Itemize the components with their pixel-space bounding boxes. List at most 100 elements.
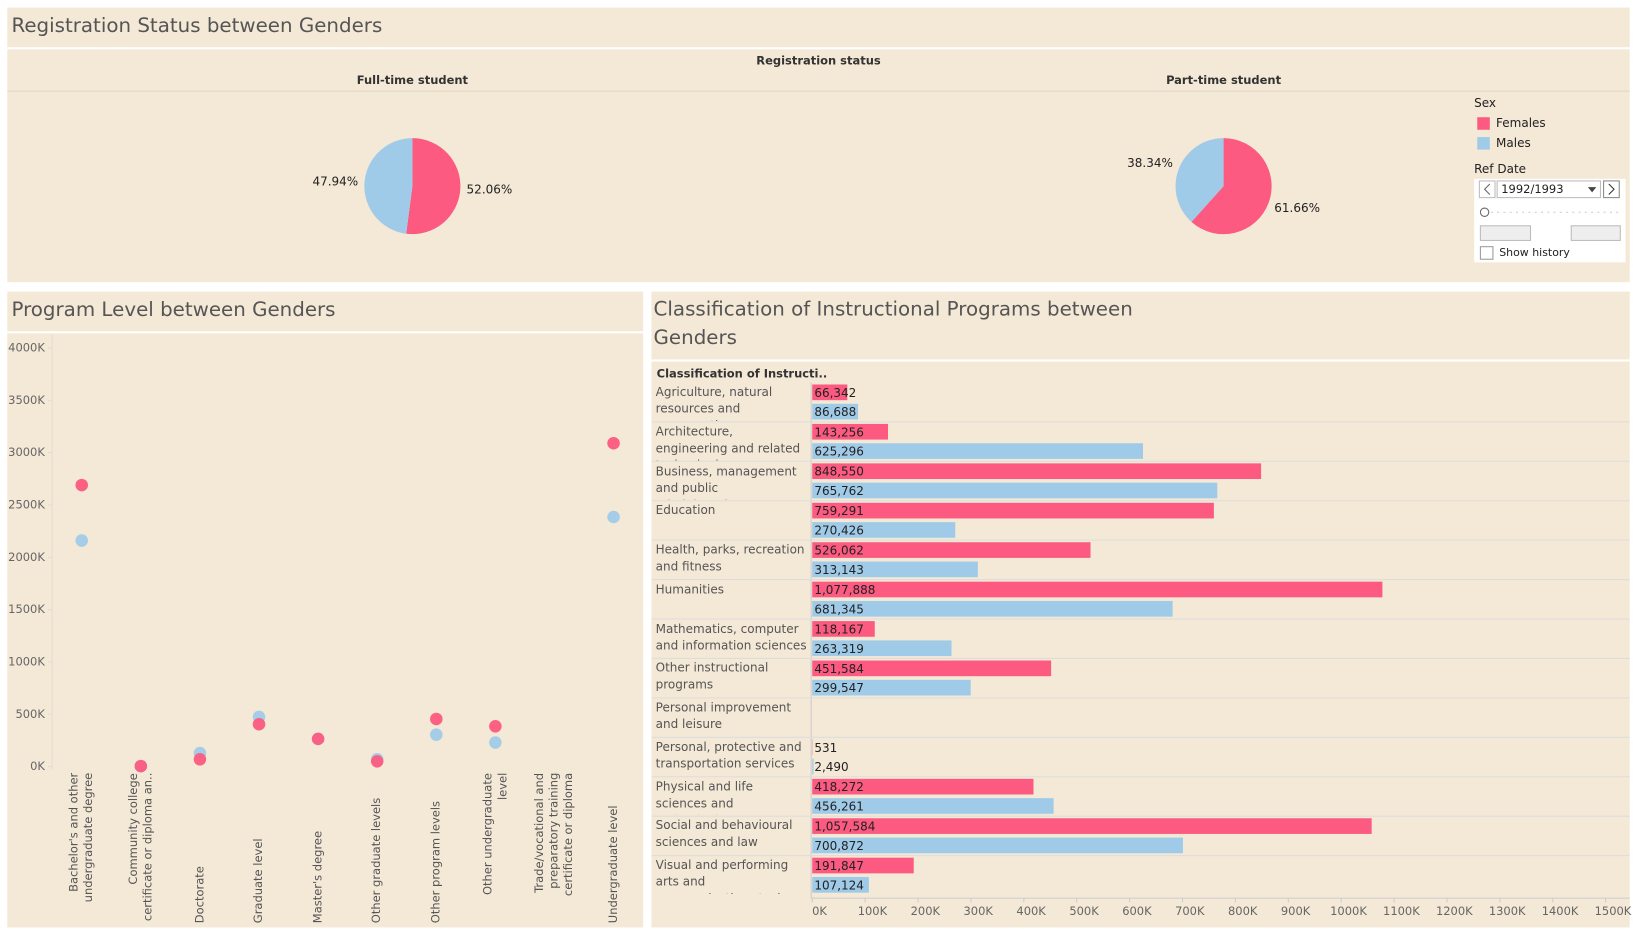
bar: [812, 423, 889, 440]
dropdown-icon: [1587, 187, 1597, 193]
data-label: 61.66%: [1274, 201, 1320, 215]
x-tick-label-box: Undergraduate level: [606, 805, 620, 923]
x-tick-label: 1300K: [1489, 904, 1526, 918]
y-tick-label: 4000K: [8, 340, 45, 354]
bar: [812, 482, 1218, 499]
column-header: Classification of Instructi..: [657, 367, 828, 381]
category-label: Personal, protective and transportation …: [655, 739, 802, 771]
prev-button[interactable]: [1478, 180, 1496, 199]
prev-icon: [1483, 183, 1491, 195]
checkbox[interactable]: [1479, 246, 1494, 260]
bar: [812, 384, 848, 401]
bar: [812, 758, 814, 775]
category-label: Architecture, engineering and related te…: [655, 423, 801, 460]
data-label: 2,490: [814, 760, 848, 774]
category-label-box: Visual and performing arts and communica…: [656, 858, 793, 894]
category-label-box: Humanities: [655, 581, 724, 597]
panel: [7, 291, 644, 928]
bar: [812, 542, 1091, 558]
legend-title: Sex: [1474, 96, 1496, 110]
category-label: Other instructional programs: [655, 660, 769, 692]
bar: [812, 798, 1054, 814]
category-label-box: Education: [655, 502, 716, 518]
legend-swatch: [1477, 137, 1490, 150]
bar: [812, 443, 1143, 459]
data-label: 848,550: [814, 465, 864, 479]
data-label: 66,342: [814, 386, 856, 400]
bar: [812, 621, 875, 637]
x-tick-label: Graduate level: [251, 838, 266, 924]
bar: [812, 600, 1173, 617]
dot: [75, 534, 89, 547]
dot: [193, 753, 207, 766]
filter-value: 1992/1993: [1501, 182, 1563, 196]
bar: [812, 660, 1052, 677]
x-tick-label: 700K: [1175, 904, 1205, 918]
next-button[interactable]: [1603, 180, 1620, 199]
category-label-box: Social and behavioural sciences and law: [655, 818, 793, 850]
category-label: Business, management and public administ…: [655, 463, 797, 499]
bar: [812, 837, 1183, 854]
y-tick-label: 500K: [15, 707, 45, 721]
next-icon: [1608, 183, 1615, 195]
y-tick-label: 3500K: [8, 393, 45, 407]
bar: [812, 640, 952, 657]
panel: [7, 7, 1630, 283]
bar: [812, 877, 869, 893]
category-label: Agriculture, natural resources and conse…: [655, 384, 773, 421]
chart-title: Program Level between Genders: [11, 298, 335, 321]
category-label: Personal improvement and leisure: [655, 699, 792, 732]
dot: [252, 717, 266, 731]
data-label: 191,847: [814, 859, 864, 873]
chart-title: Registration Status between Genders: [11, 14, 382, 37]
chart-title: Classification of Instructional Programs…: [653, 297, 1133, 350]
y-tick-label: 1500K: [8, 602, 45, 616]
data-label: 526,062: [814, 544, 864, 558]
data-label: 451,584: [814, 662, 864, 676]
data-label: 313,143: [814, 563, 864, 577]
slider-handle[interactable]: [1479, 207, 1490, 217]
data-label: 299,547: [814, 681, 864, 695]
data-label: 456,261: [814, 800, 864, 814]
bar: [812, 857, 914, 874]
x-tick-label: 1200K: [1436, 904, 1473, 918]
category-label-box: Personal, protective and transportation …: [655, 739, 802, 771]
x-tick-label-box: Doctorate: [193, 866, 207, 923]
legend-swatch: [1477, 117, 1490, 130]
pie-slice: [1191, 138, 1272, 235]
legend-label: Males: [1496, 136, 1531, 150]
x-tick-label: Bachelor's and other undergraduate degre…: [67, 772, 96, 903]
x-tick-label-box: Other program levels: [428, 800, 443, 924]
x-tick-label: Other undergraduate level: [480, 772, 509, 895]
category-label: Social and behavioural sciences and law: [655, 818, 793, 850]
y-tick-label: 1000K: [8, 654, 45, 668]
x-tick-label-box: Bachelor's and other undergraduate degre…: [67, 772, 96, 903]
category-label: Humanities: [655, 581, 724, 597]
play-controls[interactable]: [1479, 225, 1532, 241]
x-tick-label: Other program levels: [428, 800, 443, 924]
data-label: 625,296: [814, 445, 864, 459]
category-label-box: Agriculture, natural resources and conse…: [655, 384, 773, 421]
speed-controls[interactable]: [1570, 225, 1621, 241]
data-label: 86,688: [814, 405, 856, 419]
chart-title-box: Classification of Instructional Programs…: [653, 297, 1133, 350]
category-label-box: Architecture, engineering and related te…: [655, 423, 801, 460]
x-tick-label: 1400K: [1542, 904, 1579, 918]
pie-slice: [1175, 138, 1224, 222]
pie-slice: [364, 138, 413, 234]
x-tick-label: 300K: [964, 904, 994, 918]
x-tick-label: 1100K: [1383, 904, 1420, 918]
bar: [812, 561, 978, 578]
data-label: 47.94%: [312, 175, 358, 189]
x-tick-label: 100K: [858, 904, 888, 918]
category-label-box: Mathematics, computer and information sc…: [656, 621, 807, 652]
x-tick-label: 600K: [1122, 904, 1152, 918]
x-tick-label: 1500K: [1595, 904, 1632, 918]
category-label: Education: [655, 502, 716, 518]
date-dropdown[interactable]: [1496, 180, 1601, 199]
data-label: 143,256: [814, 425, 864, 439]
data-label: 38.34%: [1127, 156, 1173, 170]
x-tick-label: 0K: [812, 904, 827, 918]
bar: [812, 778, 1034, 795]
